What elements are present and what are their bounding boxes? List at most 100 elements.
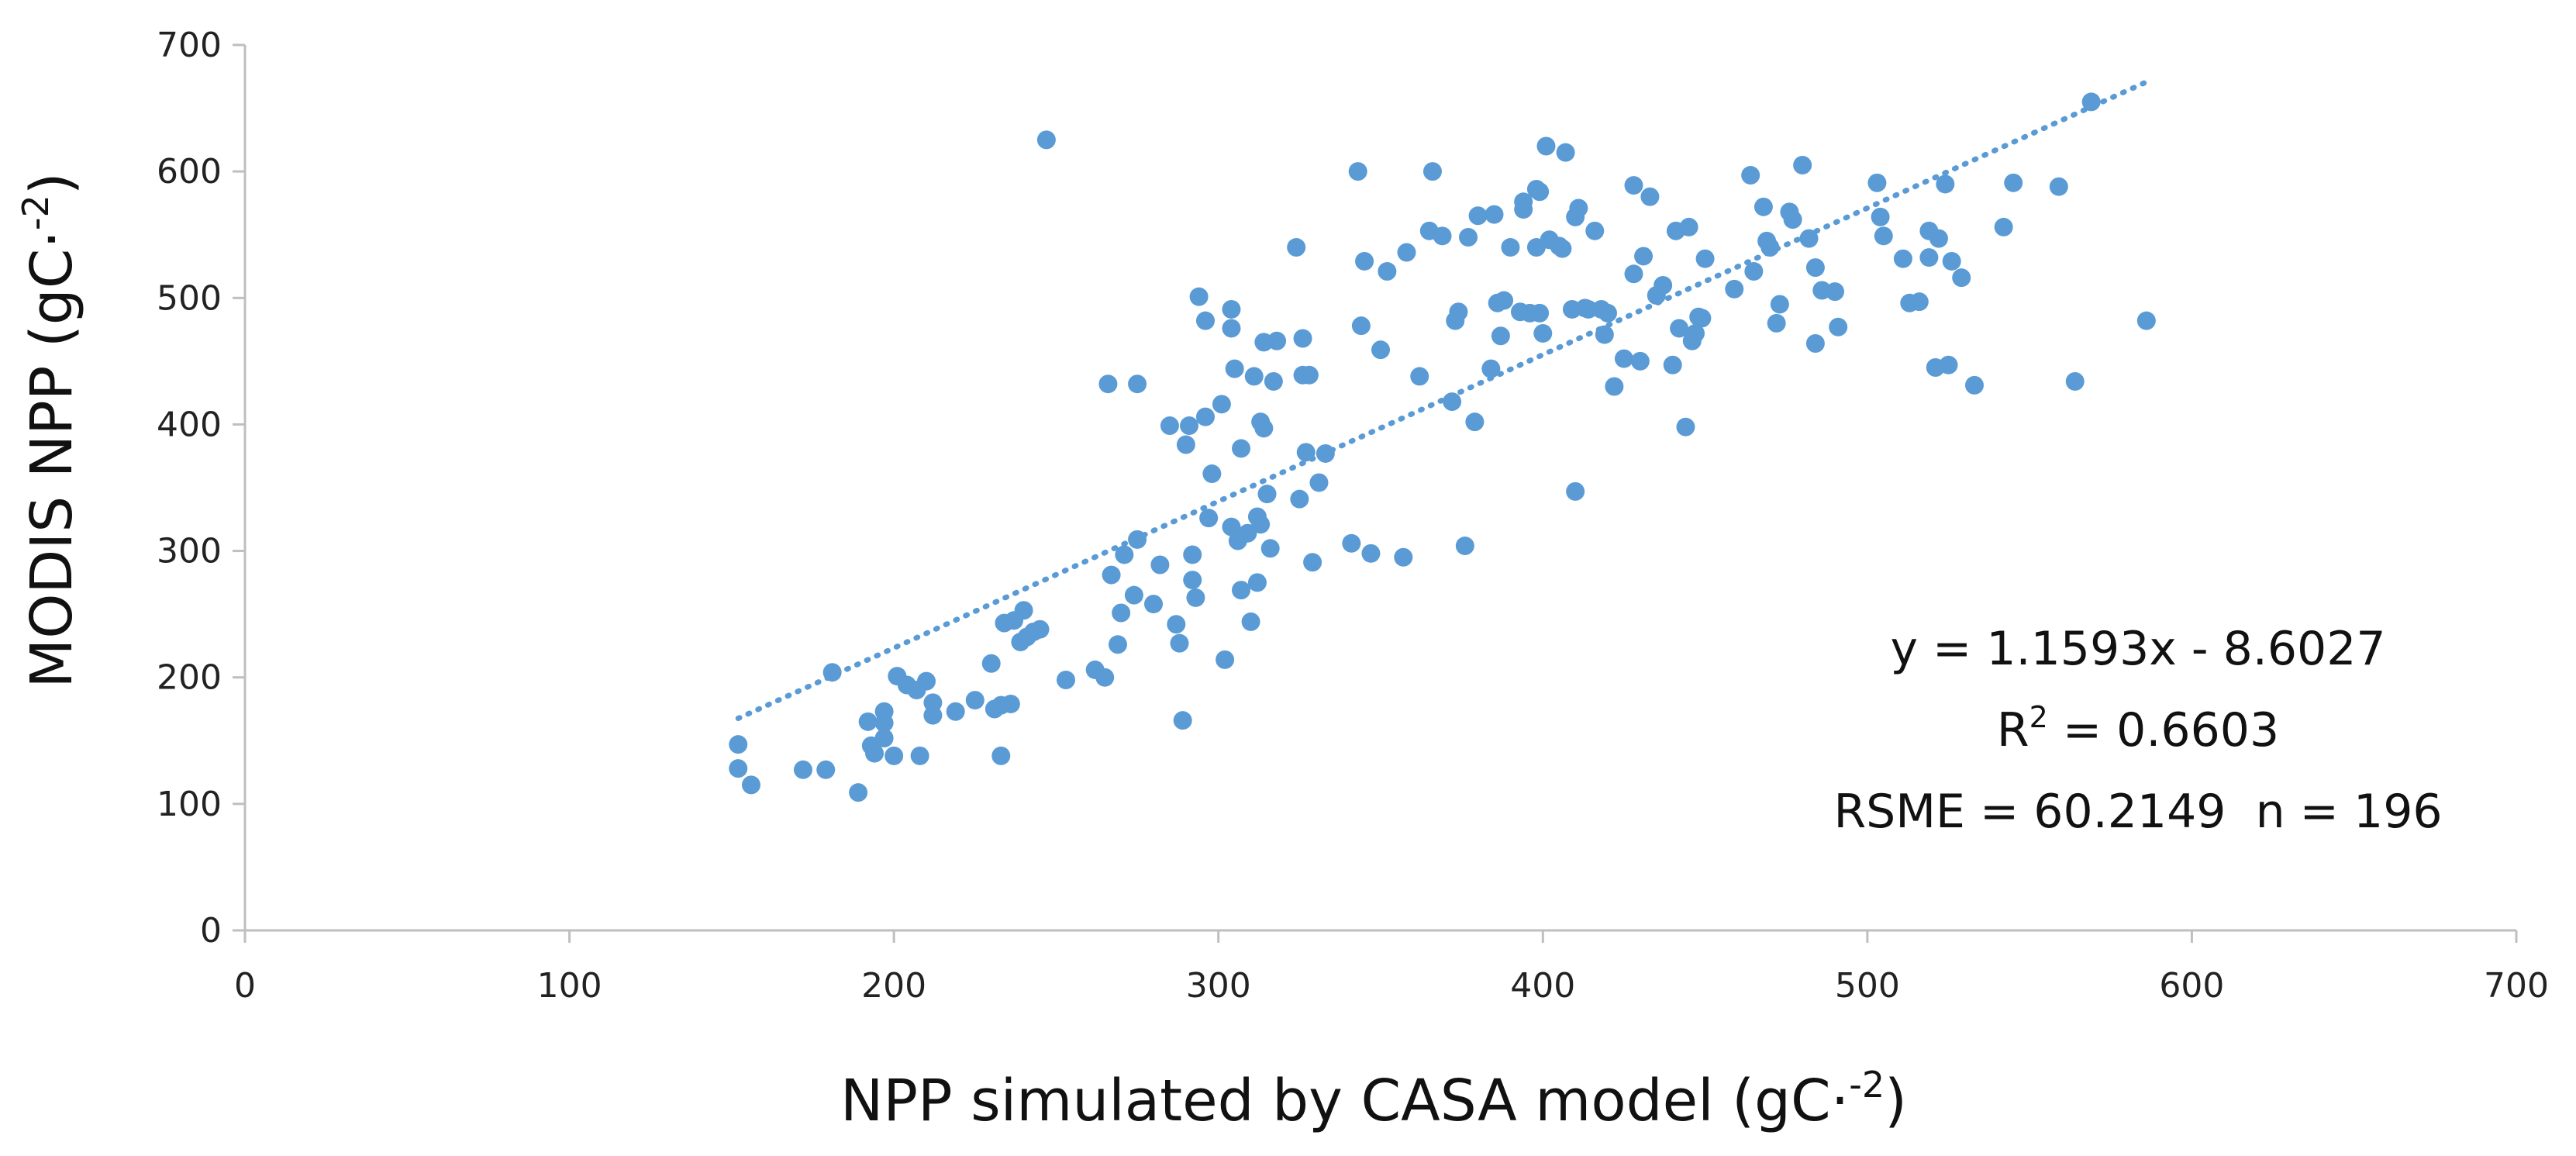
data-point-178 (1826, 282, 1844, 302)
data-point-56 (1183, 545, 1202, 564)
data-point-41 (1108, 635, 1127, 654)
data-point-96 (1351, 316, 1371, 336)
data-point-199 (2081, 92, 2101, 112)
data-point-114 (1481, 359, 1501, 378)
data-point-21 (946, 702, 965, 721)
data-point-91 (1303, 553, 1322, 572)
data-point-122 (1514, 200, 1533, 219)
data-point-152 (1654, 275, 1673, 295)
data-point-28 (1001, 694, 1020, 713)
data-point-66 (1222, 299, 1241, 319)
data-point-2 (741, 775, 760, 795)
trendline (735, 79, 2150, 722)
data-point-22 (965, 691, 985, 710)
data-point-82 (1260, 539, 1280, 558)
x-tick-label-300: 300 (1186, 966, 1251, 1006)
x-tick-label-400: 400 (1510, 966, 1575, 1006)
data-point-132 (1553, 239, 1572, 258)
data-point-101 (1394, 547, 1413, 567)
data-point-113 (1468, 206, 1488, 226)
data-point-191 (1939, 355, 1958, 374)
data-point-40 (1102, 565, 1121, 585)
data-point-70 (1232, 439, 1251, 458)
data-point-176 (1805, 258, 1825, 278)
data-point-9 (865, 744, 885, 763)
data-point-59 (1195, 311, 1215, 330)
data-point-54 (1180, 416, 1199, 436)
data-point-67 (1222, 319, 1241, 338)
data-point-107 (1443, 392, 1462, 412)
y-tick-label-600: 600 (157, 152, 222, 192)
y-tick-label-500: 500 (157, 278, 222, 318)
data-point-1 (729, 759, 748, 778)
data-point-128 (1533, 323, 1553, 343)
data-point-187 (1919, 248, 1939, 267)
data-point-89 (1296, 443, 1316, 462)
data-point-83 (1264, 371, 1283, 391)
data-point-168 (1760, 238, 1780, 257)
data-point-194 (1964, 375, 1984, 395)
data-point-3 (793, 760, 812, 779)
data-points (729, 92, 2156, 802)
x-tick-label-600: 600 (2159, 966, 2224, 1006)
data-point-183 (1893, 249, 1912, 268)
data-point-6 (849, 783, 868, 802)
data-point-47 (1144, 595, 1163, 614)
data-point-119 (1501, 238, 1520, 257)
data-point-163 (1725, 279, 1744, 298)
data-point-144 (1605, 377, 1624, 396)
data-point-198 (2065, 371, 2085, 391)
data-point-137 (1569, 198, 1588, 218)
data-point-156 (1676, 417, 1695, 437)
data-point-97 (1355, 251, 1374, 271)
data-point-95 (1348, 162, 1367, 181)
data-point-196 (2004, 173, 2023, 192)
data-point-142 (1595, 325, 1614, 344)
data-point-145 (1614, 349, 1633, 368)
data-point-192 (1942, 251, 1961, 271)
data-point-90 (1299, 365, 1319, 385)
data-point-190 (1936, 174, 1955, 194)
data-point-60 (1195, 407, 1215, 426)
data-point-43 (1115, 545, 1134, 564)
data-point-77 (1251, 515, 1271, 534)
data-point-64 (1216, 650, 1235, 669)
data-point-102 (1397, 243, 1416, 262)
data-point-57 (1186, 588, 1205, 607)
data-point-185 (1909, 292, 1929, 312)
data-point-45 (1128, 374, 1147, 394)
data-point-197 (2049, 177, 2068, 196)
data-point-153 (1663, 355, 1682, 374)
data-point-87 (1293, 329, 1312, 348)
data-point-93 (1316, 443, 1335, 463)
data-point-105 (1422, 162, 1442, 181)
data-point-133 (1556, 143, 1575, 162)
data-point-86 (1290, 489, 1309, 509)
data-point-164 (1741, 166, 1760, 185)
data-point-58 (1189, 287, 1209, 306)
y-tick-label-300: 300 (157, 532, 222, 571)
x-tick-label-0: 0 (234, 966, 256, 1006)
data-point-179 (1829, 317, 1848, 336)
x-axis-title: NPP simulated by CASA model (gC·-2) (840, 1064, 1907, 1134)
data-point-84 (1267, 331, 1287, 350)
data-point-111 (1459, 227, 1478, 247)
data-point-42 (1112, 603, 1131, 623)
y-axis-ticks: 0 100 200 300 400 500 600 700 (157, 26, 245, 951)
data-point-72 (1238, 523, 1257, 543)
data-point-12 (874, 729, 894, 748)
data-point-55 (1183, 571, 1202, 590)
data-point-169 (1767, 313, 1786, 333)
data-point-38 (1095, 668, 1115, 687)
data-point-148 (1630, 351, 1650, 371)
data-point-155 (1670, 319, 1689, 338)
data-point-74 (1244, 367, 1264, 386)
x-tick-label-200: 200 (861, 966, 926, 1006)
data-point-75 (1247, 573, 1267, 592)
data-point-71 (1232, 581, 1251, 600)
data-point-109 (1449, 302, 1468, 322)
r-squared-text: R2 = 0.6603 (1997, 700, 2279, 757)
data-point-166 (1754, 197, 1773, 216)
data-point-61 (1199, 509, 1219, 528)
